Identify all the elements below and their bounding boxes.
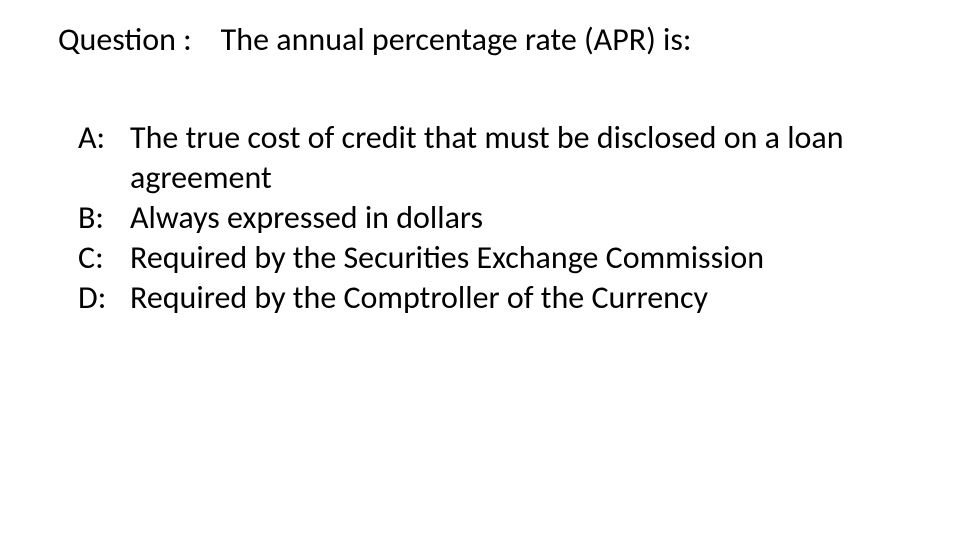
answer-text: The true cost of credit that must be dis… (130, 118, 900, 198)
question-text: The annual percentage rate (APR) is: (221, 20, 692, 59)
answer-letter: B: (78, 198, 130, 238)
answers-block: A: The true cost of credit that must be … (78, 118, 900, 318)
answer-letter: A: (78, 118, 130, 158)
answer-row: D: Required by the Comptroller of the Cu… (78, 278, 900, 318)
answer-row: A: The true cost of credit that must be … (78, 118, 900, 198)
answer-row: B: Always expressed in dollars (78, 198, 900, 238)
answer-letter: C: (78, 238, 130, 278)
answer-row: C: Required by the Securities Exchange C… (78, 238, 900, 278)
slide: Question : The annual percentage rate (A… (0, 0, 960, 540)
question-label: Question : (58, 20, 192, 59)
answer-text: Always expressed in dollars (130, 198, 900, 238)
question-line: Question : The annual percentage rate (A… (58, 20, 920, 60)
answer-text: Required by the Comptroller of the Curre… (130, 278, 900, 318)
answer-text: Required by the Securities Exchange Comm… (130, 238, 900, 278)
answer-letter: D: (78, 278, 130, 318)
